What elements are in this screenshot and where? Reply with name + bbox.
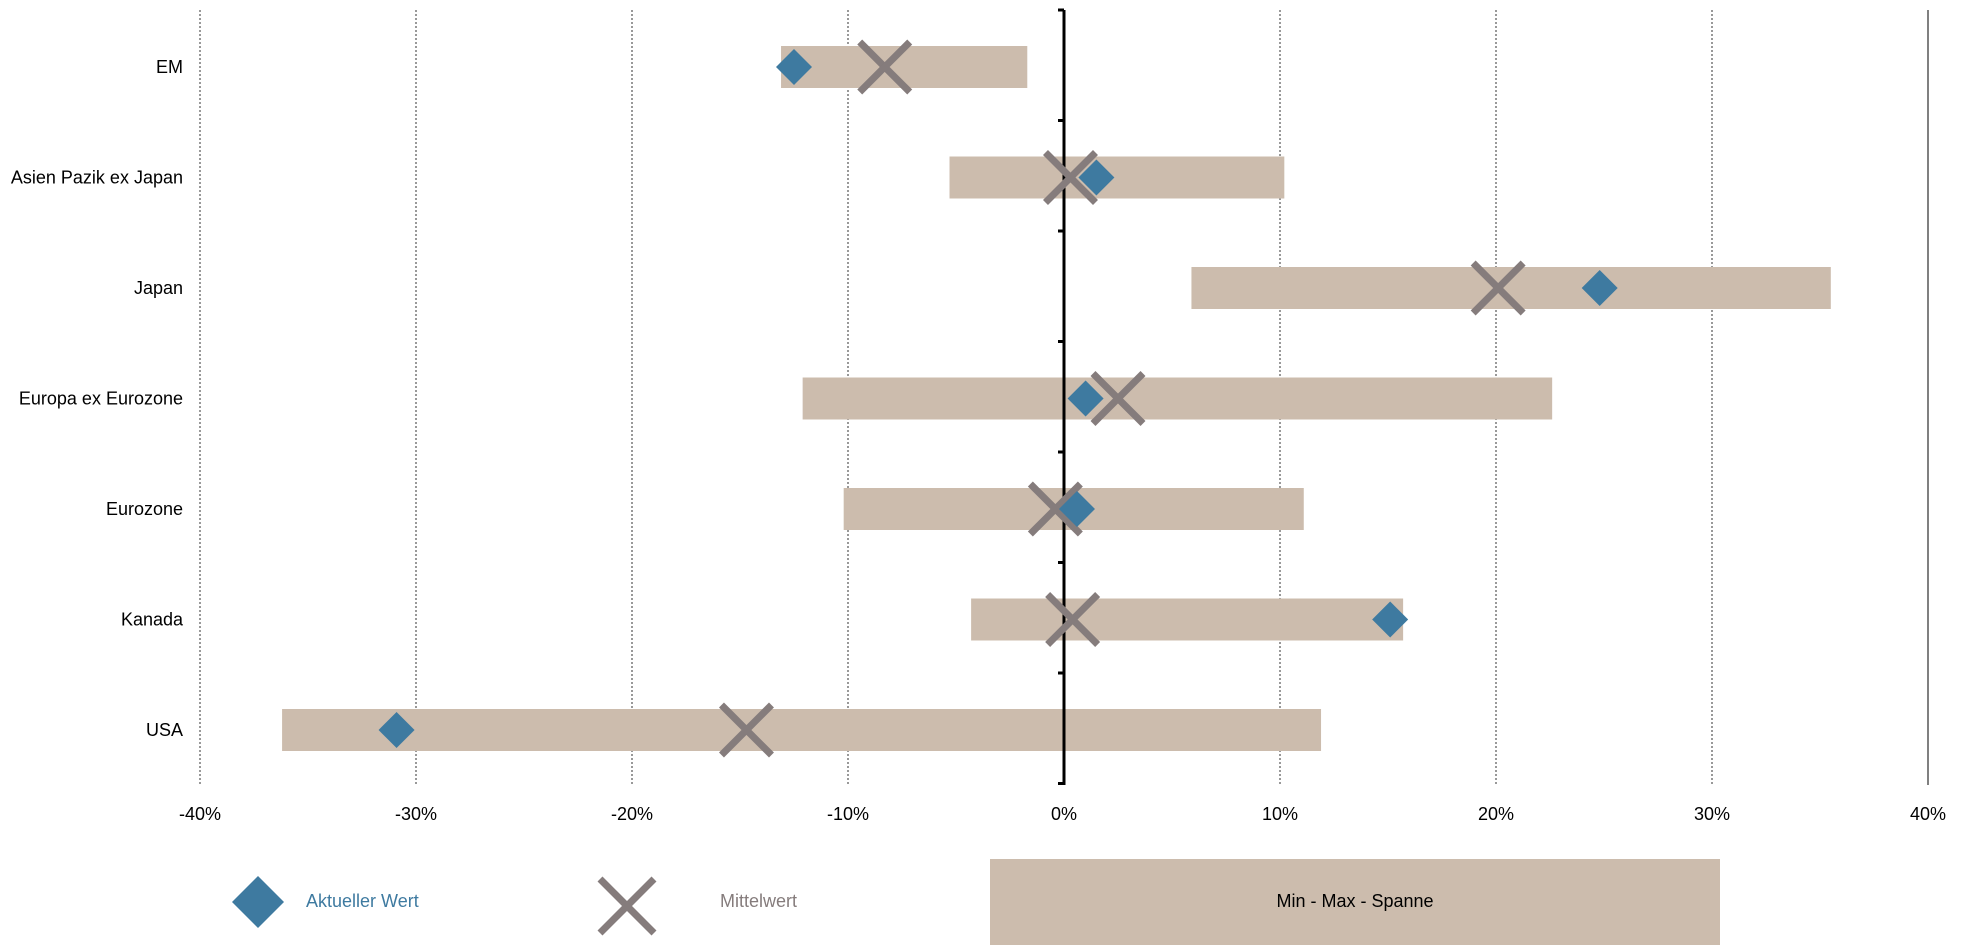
range-bar — [802, 377, 1553, 420]
category-label: Europa ex Eurozone — [19, 389, 183, 409]
gridlines — [199, 10, 1929, 785]
mean-marker-stroke — [857, 39, 913, 95]
x-tick-label: 20% — [1478, 804, 1514, 824]
category-label: Japan — [134, 278, 183, 298]
mean-marker — [719, 702, 774, 758]
mean-marker-stroke — [1045, 592, 1101, 647]
category-label: USA — [146, 720, 183, 740]
legend-range-swatch — [990, 859, 1720, 945]
range-bars — [282, 46, 1831, 751]
x-tick-label: 30% — [1694, 804, 1730, 824]
current-value-marker — [776, 49, 812, 85]
range-bar — [282, 709, 1322, 751]
mean-marker-stroke — [597, 876, 657, 936]
x-tick-label: -30% — [395, 804, 437, 824]
x-tick-label: -40% — [179, 804, 221, 824]
legend-diamond-shape — [232, 876, 284, 928]
mean-marker — [857, 39, 913, 95]
mean-marker-stroke — [1027, 481, 1083, 537]
legend-current-label: Aktueller Wert — [306, 891, 419, 911]
mean-marker — [1090, 371, 1146, 426]
x-tick-label: 0% — [1051, 804, 1077, 824]
category-label: Asien Pazik ex Japan — [11, 168, 183, 188]
legend-x-shape — [597, 876, 657, 936]
range-bar — [949, 156, 1285, 199]
mean-marker-stroke — [719, 702, 774, 758]
x-tick-label: -10% — [827, 804, 869, 824]
legend-current-marker — [232, 876, 284, 928]
current-value-marker — [1372, 601, 1409, 638]
range-bar — [781, 46, 1028, 88]
mean-marker-stroke — [1043, 150, 1098, 205]
mean-marker — [1470, 260, 1526, 316]
current-value-marker — [1058, 491, 1095, 527]
category-label: EM — [156, 57, 183, 77]
range-bar — [971, 598, 1404, 641]
current-value-marker — [1581, 270, 1618, 306]
mean-marker — [1045, 592, 1101, 647]
x-tick-label: -20% — [611, 804, 653, 824]
current-value-marker — [378, 712, 415, 748]
mean-marker-stroke — [1090, 371, 1146, 426]
x-tick-label: 10% — [1262, 804, 1298, 824]
mean-marker — [1043, 150, 1098, 205]
current-value-marker — [1078, 159, 1115, 196]
data-marks — [378, 39, 1618, 758]
legend-range-label: Min - Max - Spanne — [1276, 891, 1433, 911]
category-labels: EM Asien Pazik ex Japan Japan Europa ex Eur… — [11, 57, 184, 740]
current-value-marker — [1067, 380, 1104, 417]
legend: Aktueller Wert Mittelwert Min - Max - Sp… — [232, 859, 1720, 945]
legend-mean-marker — [597, 876, 657, 936]
x-tick-labels: -40% -30% -20% -10% 0% 10% 20% 30% 40% — [179, 804, 1946, 824]
category-label: Eurozone — [106, 499, 183, 519]
zero-axis — [1058, 8, 1066, 785]
mean-marker — [1027, 481, 1083, 537]
category-label: Kanada — [121, 610, 184, 630]
legend-mean-label: Mittelwert — [720, 891, 797, 911]
mean-marker-stroke — [1470, 260, 1526, 316]
x-tick-label: 40% — [1910, 804, 1946, 824]
